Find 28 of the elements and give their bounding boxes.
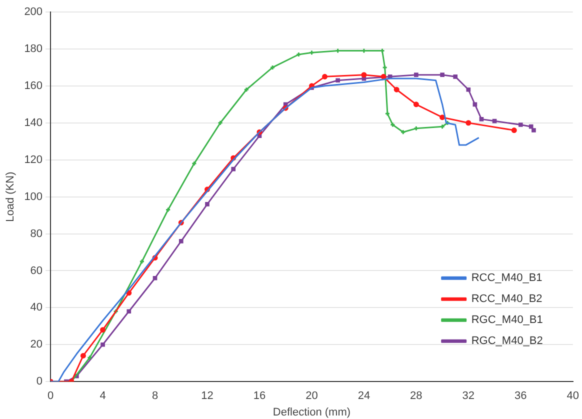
y-tick-label: 80: [30, 228, 43, 240]
legend-label: RGC_M40_B1: [471, 314, 543, 326]
legend-label: RGC_M40_B2: [471, 335, 543, 348]
y-tick-label: 40: [30, 302, 43, 314]
x-axis-title: Deflection (mm): [272, 406, 351, 418]
x-tick-label: 36: [514, 390, 527, 402]
y-tick-label: 120: [24, 154, 43, 166]
y-axis-title: Load (KN): [4, 172, 17, 222]
x-tick-label: 40: [566, 390, 580, 402]
y-tick-label: 200: [24, 6, 43, 18]
x-tick-label: 12: [201, 390, 214, 402]
legend-label: RCC_M40_B2: [471, 293, 542, 306]
y-tick-label: 100: [24, 190, 43, 203]
x-tick-label: 32: [462, 390, 475, 402]
y-tick-label: 60: [30, 264, 43, 277]
y-tick-label: 20: [30, 338, 43, 351]
x-tick-label: 20: [306, 390, 318, 402]
x-tick-label: 4: [100, 390, 106, 402]
legend-label: RCC_M40_B1: [471, 272, 542, 284]
y-tick-label: 180: [24, 42, 43, 55]
x-tick-label: 16: [253, 390, 266, 402]
x-tick-label: 28: [410, 390, 422, 402]
y-tick-label: 0: [36, 376, 43, 388]
x-tick-label: 8: [152, 390, 158, 402]
y-tick-label: 140: [24, 116, 43, 129]
x-tick-label: 24: [358, 390, 370, 402]
y-tick-label: 160: [24, 80, 43, 92]
x-tick-label: 0: [47, 390, 54, 402]
